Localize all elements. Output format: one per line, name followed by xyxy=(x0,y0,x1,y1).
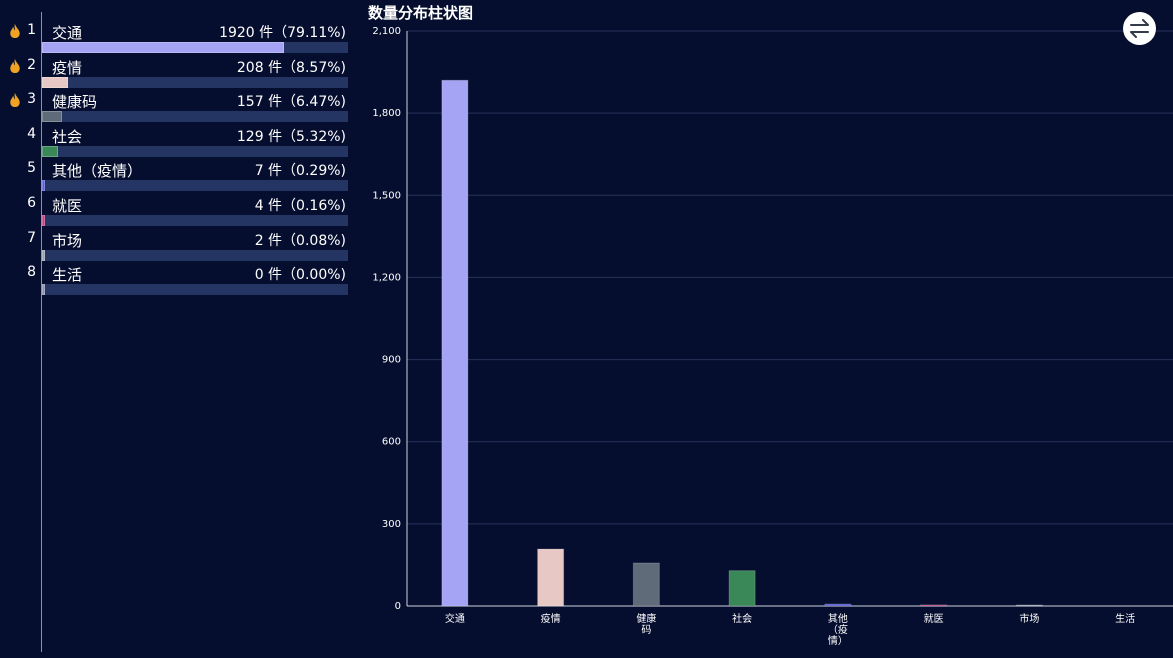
y-tick-label: 2,100 xyxy=(372,26,401,37)
y-tick-label: 900 xyxy=(382,355,401,366)
swap-arrows-icon xyxy=(1130,19,1149,38)
x-tick-label-line: （疫 xyxy=(828,623,848,636)
category-name: 市场 xyxy=(52,231,83,250)
ranking-row: 4 社会 129 件（5.32%) xyxy=(0,124,360,159)
category-name: 健康码 xyxy=(52,93,98,112)
y-tick-label: 1,200 xyxy=(372,272,401,283)
category-name: 社会 xyxy=(52,127,83,146)
category-name: 就医 xyxy=(52,197,83,215)
x-tick-label-line: 情） xyxy=(828,634,848,647)
category-name: 交通 xyxy=(52,24,83,42)
progress-track xyxy=(42,215,348,226)
progress-track xyxy=(42,249,348,261)
category-name: 其他（疫情） xyxy=(52,162,143,181)
ranking-axis-line xyxy=(41,12,42,652)
count-percent: 7 件（0.29%) xyxy=(254,163,346,180)
progress-track xyxy=(42,145,348,157)
progress-fill xyxy=(42,284,45,296)
progress-track xyxy=(42,111,348,123)
y-tick-label: 300 xyxy=(382,519,401,530)
count-percent: 0 件（0.00%) xyxy=(254,267,346,284)
rank-number: 6 xyxy=(27,195,36,211)
count-percent: 2 件（0.08%) xyxy=(254,232,346,249)
bar-4 xyxy=(824,603,852,607)
x-tick-label-line: 码 xyxy=(641,624,651,636)
progress-fill xyxy=(42,111,62,123)
x-tick-label-line: 健康 xyxy=(636,612,656,625)
progress-fill xyxy=(42,76,69,88)
rank-number: 7 xyxy=(27,229,36,246)
bar-1 xyxy=(537,548,565,607)
category-name: 疫情 xyxy=(52,58,83,77)
x-tick-label: 生活 xyxy=(1115,612,1135,625)
y-tick-label: 600 xyxy=(382,437,401,448)
rank-number: 1 xyxy=(27,22,36,38)
rank-number: 2 xyxy=(27,56,36,73)
chart-title: 数量分布柱状图 xyxy=(368,4,474,22)
count-percent: 157 件（6.47%) xyxy=(236,94,346,111)
progress-track xyxy=(42,42,348,53)
count-percent: 129 件（5.32%) xyxy=(236,128,346,145)
category-name: 生活 xyxy=(52,266,83,285)
y-tick-label: 0 xyxy=(395,601,401,612)
bar-2 xyxy=(632,562,660,607)
count-percent: 4 件（0.16%) xyxy=(254,198,346,214)
flame-icon xyxy=(10,23,20,39)
rank-number: 3 xyxy=(27,91,36,108)
ranking-panel: 1 交通 1920 件（79.11%) 2 疫情 208 件（8.57%) 3 健康码 157 … xyxy=(0,0,360,658)
flame-icon xyxy=(10,58,20,73)
y-tick-label: 1,500 xyxy=(372,190,401,201)
rank-number: 4 xyxy=(27,125,36,142)
bar-6 xyxy=(1015,604,1043,607)
bar-0 xyxy=(441,79,469,607)
progress-track xyxy=(42,284,348,296)
swap-view-button[interactable] xyxy=(1123,12,1156,45)
count-percent: 1920 件（79.11%) xyxy=(219,25,346,41)
ranking-row: 6 就医 4 件（0.16%) xyxy=(0,193,360,228)
progress-track xyxy=(42,180,348,192)
progress-fill xyxy=(42,215,45,226)
progress-fill xyxy=(42,180,45,192)
flame-icon xyxy=(10,93,20,108)
x-tick-label: 健康码 xyxy=(636,612,656,636)
bar-3 xyxy=(728,570,756,607)
ranking-row: 1 交通 1920 件（79.11%) xyxy=(0,20,360,55)
x-tick-label: 交通 xyxy=(445,612,465,625)
ranking-row: 5 其他（疫情） 7 件（0.29%) xyxy=(0,158,360,193)
rank-number: 5 xyxy=(27,160,36,177)
bar-5 xyxy=(920,604,948,607)
y-tick-label: 1,800 xyxy=(372,108,401,119)
count-percent: 208 件（8.57%) xyxy=(236,59,346,76)
x-tick-label: 疫情 xyxy=(541,612,561,625)
x-tick-label: 市场 xyxy=(1019,612,1039,625)
ranking-row: 3 健康码 157 件（6.47%) xyxy=(0,89,360,124)
ranking-row: 2 疫情 208 件（8.57%) xyxy=(0,55,360,90)
progress-fill xyxy=(42,145,59,157)
progress-fill xyxy=(42,249,45,261)
x-tick-label: 社会 xyxy=(732,612,752,625)
progress-track xyxy=(42,76,348,88)
progress-fill xyxy=(42,42,285,53)
x-tick-label: 其他（疫情） xyxy=(828,612,848,647)
ranking-row: 7 市场 2 件（0.08%) xyxy=(0,228,360,263)
x-tick-label-line: 其他 xyxy=(828,612,848,625)
ranking-row: 8 生活 0 件（0.00%) xyxy=(0,262,360,297)
x-tick-label: 就医 xyxy=(924,612,944,625)
rank-number: 8 xyxy=(27,264,36,281)
